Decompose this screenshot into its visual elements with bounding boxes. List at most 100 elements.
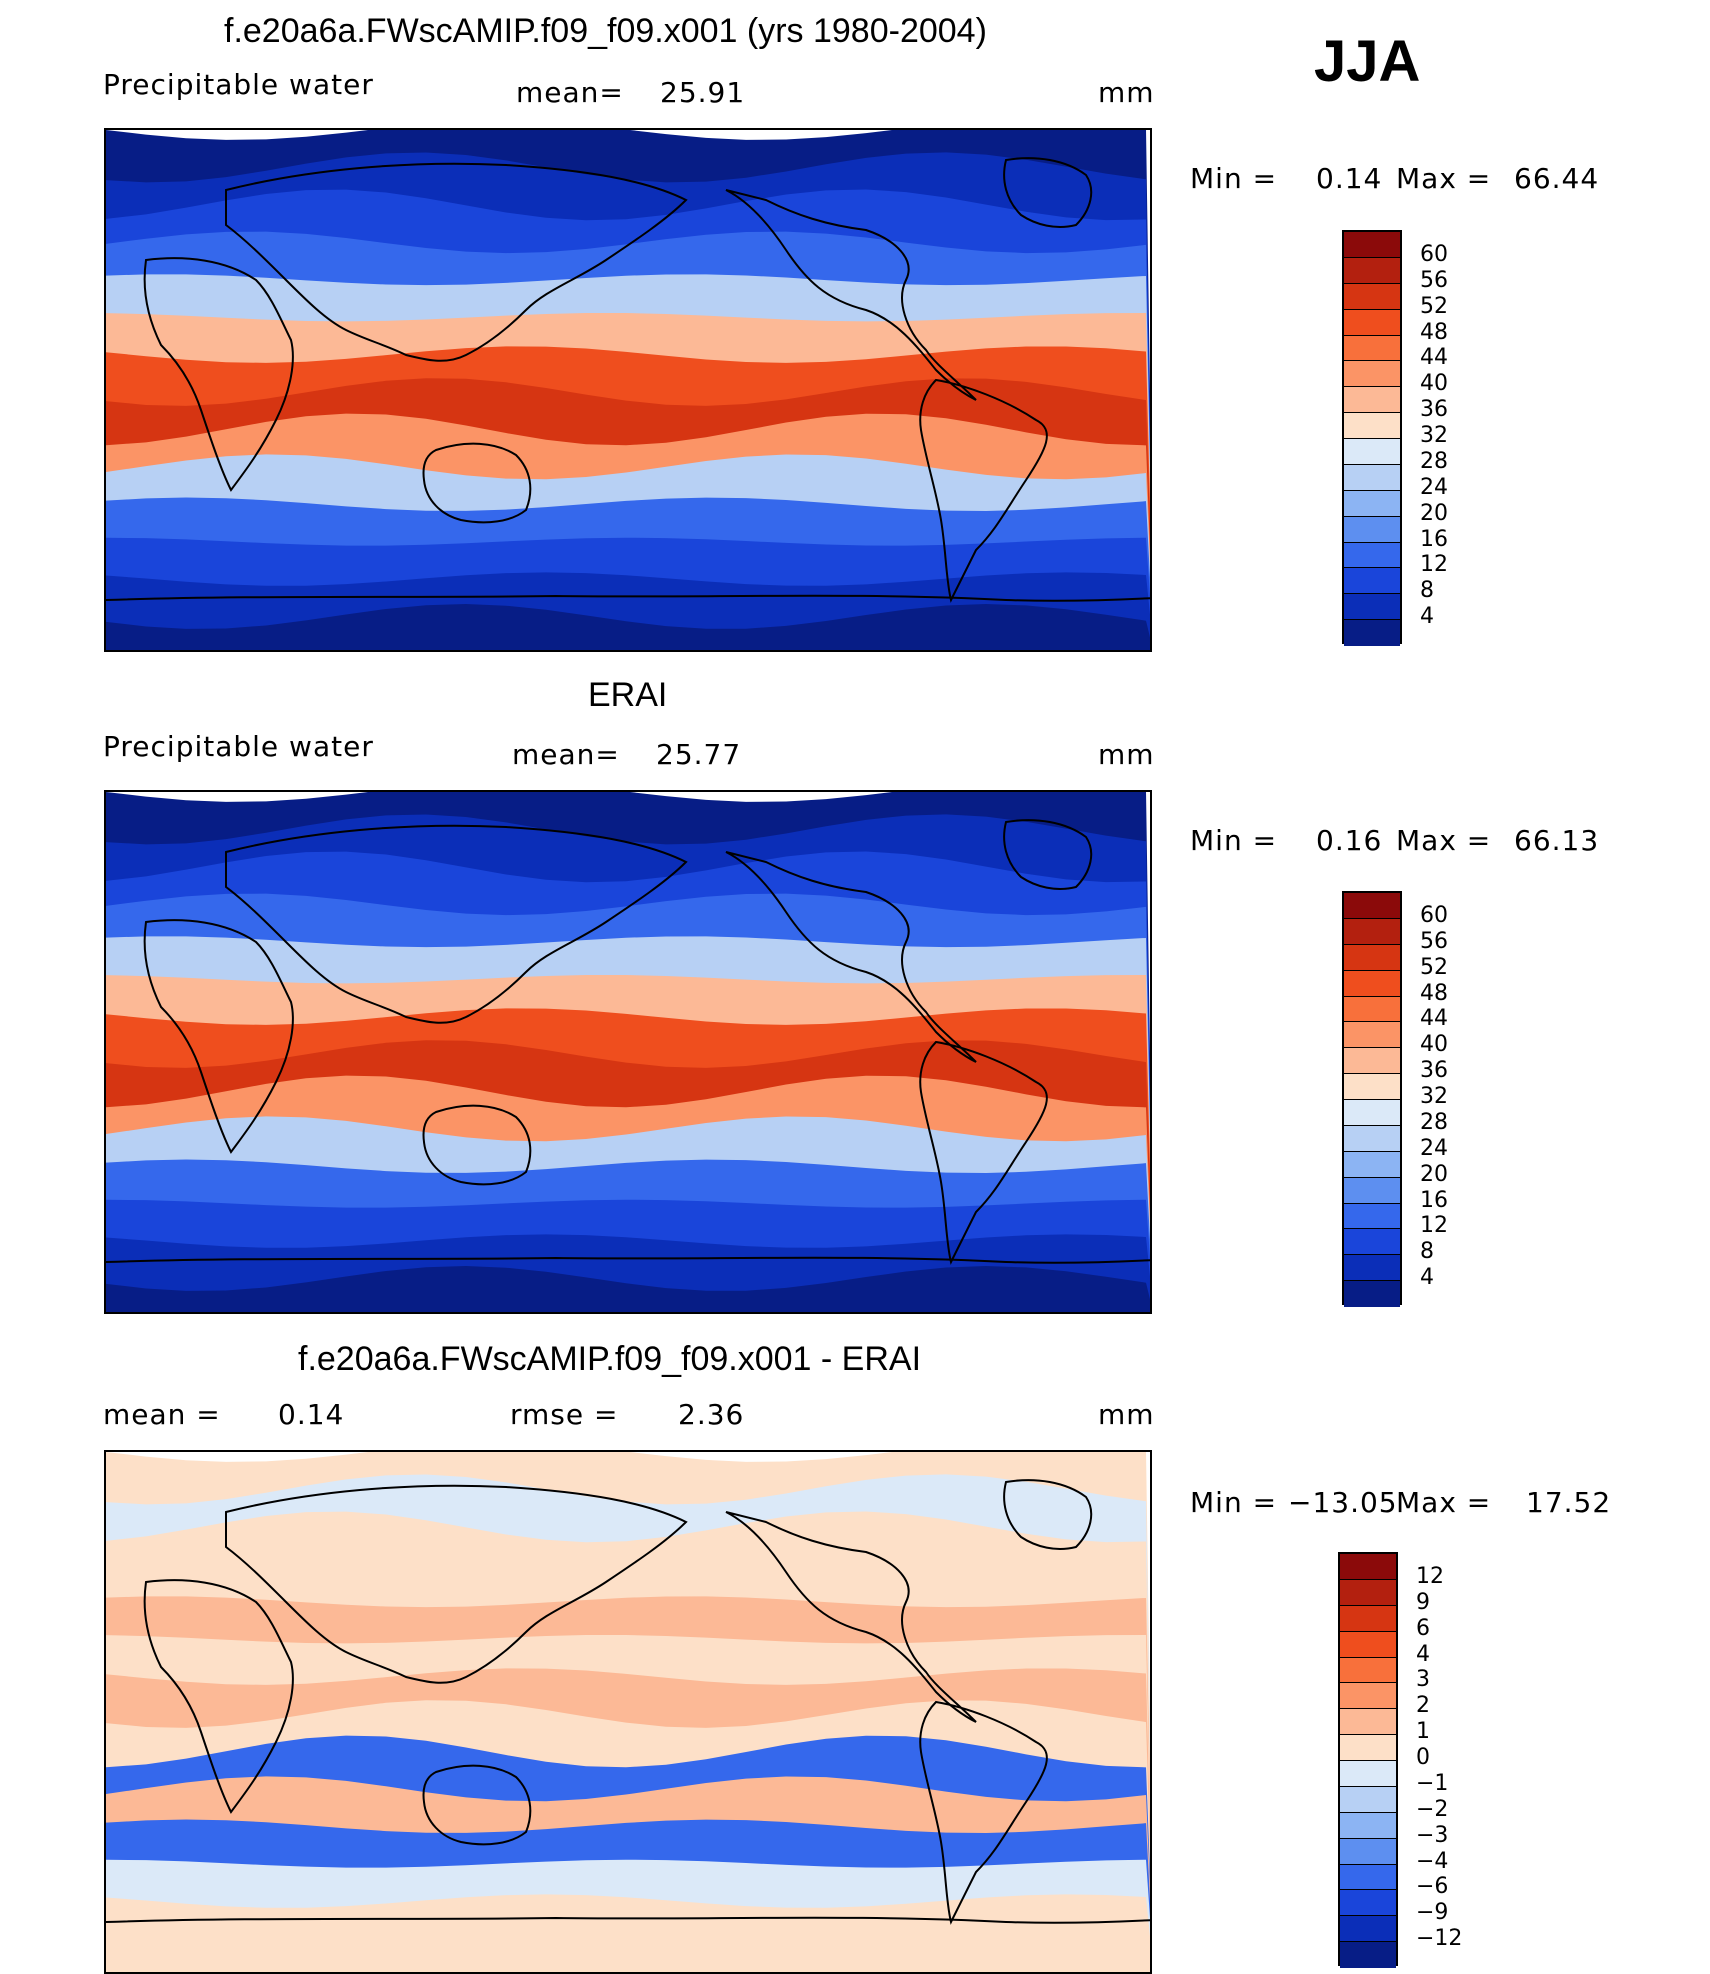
colorbar-tick-label: 8 bbox=[1420, 578, 1434, 604]
coastline bbox=[106, 1916, 1150, 1924]
panel-3-mean-value: 0.14 bbox=[278, 1398, 345, 1431]
colorbar-cell bbox=[1344, 944, 1400, 971]
colorbar-cell bbox=[1344, 1281, 1400, 1307]
colorbar-cell bbox=[1340, 1812, 1396, 1839]
panel-3-max-value: 17.52 bbox=[1526, 1486, 1612, 1519]
coastline bbox=[919, 1040, 1048, 1265]
colorbar-cell bbox=[1344, 996, 1400, 1023]
panel-1-max-value: 66.44 bbox=[1514, 162, 1600, 195]
panel-2-max-label: Max = bbox=[1396, 824, 1492, 857]
colorbar-cell bbox=[1344, 542, 1400, 569]
coastline bbox=[1003, 1479, 1093, 1550]
colorbar-tick-label: 9 bbox=[1416, 1589, 1430, 1615]
panel-3-units: mm bbox=[1098, 1398, 1155, 1431]
panel-3-max-label: Max = bbox=[1396, 1486, 1492, 1519]
colorbar-tick-label: 32 bbox=[1420, 1084, 1448, 1109]
colorbar-tick-label: 48 bbox=[1420, 980, 1448, 1006]
colorbar-cell bbox=[1344, 1203, 1400, 1230]
colorbar-tick-label: 44 bbox=[1420, 1006, 1448, 1032]
coastline bbox=[1003, 157, 1093, 228]
colorbar-cell bbox=[1344, 387, 1400, 414]
colorbar-cell bbox=[1340, 1735, 1396, 1761]
colorbar-cell bbox=[1340, 1605, 1396, 1632]
colorbar-tick-label: 12 bbox=[1416, 1563, 1444, 1589]
colorbar-tick-label: 60 bbox=[1420, 902, 1448, 928]
colorbar-tick-label: 16 bbox=[1420, 1187, 1448, 1213]
colorbar-cell bbox=[1340, 1631, 1396, 1658]
colorbar-tick-label: 44 bbox=[1420, 345, 1448, 371]
colorbar-tick-label: 36 bbox=[1420, 1058, 1448, 1084]
colorbar-tick-label: 4 bbox=[1416, 1641, 1430, 1667]
season-label: JJA bbox=[1314, 29, 1421, 94]
panel-2-mean-label: mean= bbox=[512, 738, 620, 771]
colorbar-cell bbox=[1344, 1255, 1400, 1282]
colorbar-tick-label: 40 bbox=[1420, 1032, 1448, 1058]
colorbar-tick-label: −4 bbox=[1416, 1848, 1449, 1874]
colorbar-cell bbox=[1344, 516, 1400, 543]
map-field bbox=[106, 792, 1150, 1312]
colorbar-tick-label: 32 bbox=[1420, 423, 1448, 448]
panel-1-map bbox=[104, 128, 1152, 652]
colorbar-tick-label: 4 bbox=[1420, 1265, 1434, 1291]
colorbar-cell bbox=[1340, 1683, 1396, 1710]
panel-3-colorbar bbox=[1338, 1552, 1398, 1968]
panel-2-min-value: 0.16 bbox=[1316, 824, 1383, 857]
colorbar-tick-label: 3 bbox=[1416, 1667, 1430, 1693]
colorbar-tick-label: 24 bbox=[1420, 1135, 1448, 1161]
coastline bbox=[422, 1104, 532, 1186]
colorbar-tick-label: −6 bbox=[1416, 1874, 1449, 1900]
colorbar-tick-label: −9 bbox=[1416, 1900, 1449, 1926]
panel-3-mean-label: mean = bbox=[103, 1398, 221, 1431]
colorbar-cell bbox=[1344, 335, 1400, 362]
colorbar-tick-label: 24 bbox=[1420, 474, 1448, 500]
colorbar-tick-label: 6 bbox=[1416, 1615, 1430, 1641]
coastline bbox=[725, 189, 977, 401]
panel-1-units: mm bbox=[1098, 76, 1155, 109]
colorbar-tick-label: −2 bbox=[1416, 1796, 1449, 1822]
map-field bbox=[106, 1452, 1150, 1972]
colorbar-cell bbox=[1340, 1554, 1396, 1580]
coastline bbox=[225, 1484, 688, 1684]
colorbar-tick-label: 56 bbox=[1420, 267, 1448, 293]
panel-1-colorbar bbox=[1342, 230, 1402, 646]
colorbar-cell bbox=[1340, 1657, 1396, 1684]
field-band bbox=[106, 604, 1150, 650]
colorbar-cell bbox=[1344, 1048, 1400, 1075]
panel-2-max-value: 66.13 bbox=[1514, 824, 1600, 857]
colorbar-cell bbox=[1344, 464, 1400, 491]
colorbar-cell bbox=[1344, 1074, 1400, 1100]
panel-2-map bbox=[104, 790, 1152, 1314]
coastline bbox=[106, 1256, 1150, 1264]
colorbar-tick-label: 28 bbox=[1420, 448, 1448, 474]
panel-3-min-value: −13.05 bbox=[1288, 1486, 1398, 1519]
colorbar-cell bbox=[1344, 1229, 1400, 1256]
colorbar-cell bbox=[1344, 413, 1400, 439]
coastline bbox=[143, 257, 294, 492]
colorbar-tick-label: 16 bbox=[1420, 526, 1448, 552]
colorbar-tick-label: 52 bbox=[1420, 954, 1448, 980]
colorbar-cell bbox=[1344, 232, 1400, 258]
panel-3-rmse-label: rmse = bbox=[510, 1398, 619, 1431]
coastline bbox=[225, 824, 688, 1024]
colorbar-cell bbox=[1344, 893, 1400, 919]
colorbar-tick-label: 12 bbox=[1420, 1213, 1448, 1239]
coastline bbox=[422, 442, 532, 524]
colorbar-cell bbox=[1344, 1151, 1400, 1178]
colorbar-tick-label: 20 bbox=[1420, 500, 1448, 526]
colorbar-cell bbox=[1344, 490, 1400, 517]
colorbar-tick-label: −1 bbox=[1416, 1770, 1449, 1796]
colorbar-cell bbox=[1340, 1864, 1396, 1891]
colorbar-cell bbox=[1340, 1942, 1396, 1968]
colorbar-cell bbox=[1340, 1890, 1396, 1917]
colorbar-tick-label: 56 bbox=[1420, 928, 1448, 954]
colorbar-tick-label: 40 bbox=[1420, 371, 1448, 397]
colorbar-cell bbox=[1340, 1761, 1396, 1787]
panel-1-min-value: 0.14 bbox=[1316, 162, 1383, 195]
panel-3-title: f.e20a6a.FWscAMIP.f09_f09.x001 - ERAI bbox=[298, 1340, 922, 1378]
colorbar-cell bbox=[1344, 1177, 1400, 1204]
colorbar-tick-label: 20 bbox=[1420, 1161, 1448, 1187]
coastline bbox=[919, 1700, 1048, 1925]
colorbar-cell bbox=[1344, 918, 1400, 945]
colorbar-tick-label: 0 bbox=[1416, 1745, 1430, 1770]
colorbar-cell bbox=[1340, 1786, 1396, 1813]
